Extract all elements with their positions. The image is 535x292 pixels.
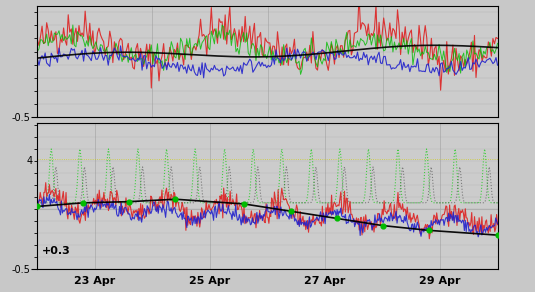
Point xyxy=(332,216,341,221)
Text: +0.3: +0.3 xyxy=(42,246,71,256)
Point xyxy=(171,197,180,201)
Point xyxy=(378,223,387,228)
Point xyxy=(79,201,88,205)
Text: 4: 4 xyxy=(27,156,33,166)
Point xyxy=(424,228,433,233)
Point xyxy=(493,233,502,237)
Point xyxy=(240,202,249,206)
Point xyxy=(286,209,295,213)
Point xyxy=(33,204,42,209)
Point xyxy=(125,199,134,204)
